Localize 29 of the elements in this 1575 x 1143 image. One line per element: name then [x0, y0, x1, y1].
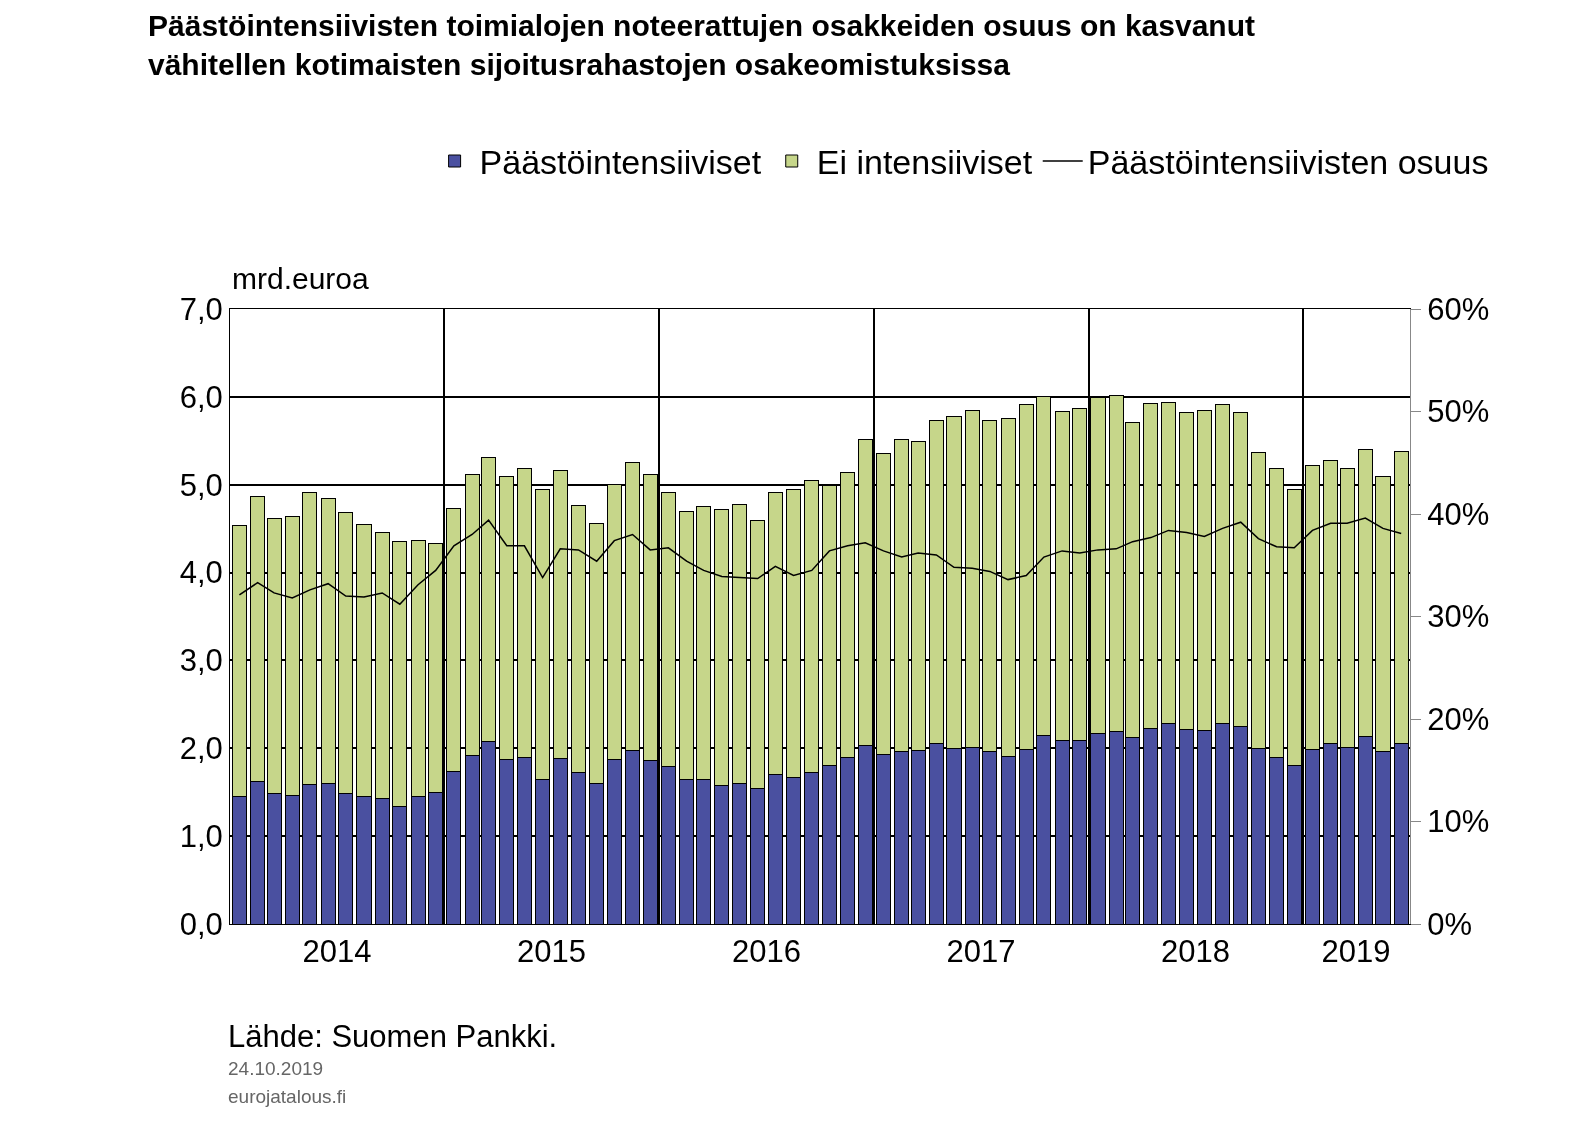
y2-tick-label: 30% — [1427, 599, 1490, 635]
x-tick-label: 2014 — [302, 934, 372, 970]
chart-title: Päästöintensiivisten toimialojen noteerattujen osakkeiden osuus on kasvanut vähitellen kotimaisten sijoitusrahastojen osakeomistuksissa — [148, 9, 1255, 81]
x-tick-label: 2017 — [946, 934, 1016, 970]
text: 24.10.2019 — [228, 1058, 324, 1079]
y2-tick-label: 40% — [1427, 496, 1490, 532]
y2-tick-label: 0% — [1427, 906, 1473, 942]
x-tick-label: 2016 — [732, 934, 801, 970]
y2-tick-label: 60% — [1427, 291, 1490, 327]
legend-label: Päästöintensiivisten osuus — [1087, 143, 1489, 182]
y-tick-label: 7,0 — [179, 291, 223, 327]
legend-label: Päästöintensiiviset — [479, 143, 762, 182]
legend-label: Ei intensiiviset — [816, 143, 1033, 182]
y-tick-label: 6,0 — [179, 379, 223, 415]
x-tick-label: 2019 — [1321, 934, 1391, 970]
text: eurojatalous.fi — [228, 1086, 347, 1107]
y-tick-label: 2,0 — [179, 731, 223, 767]
y2-tick-label: 10% — [1427, 804, 1490, 840]
y-tick-label: 3,0 — [179, 643, 223, 679]
x-tick-label: 2018 — [1161, 934, 1230, 970]
y-tick-label: 4,0 — [179, 555, 223, 591]
y-tick-label: 1,0 — [179, 818, 223, 854]
text: Lähde: Suomen Pankki. — [228, 1019, 558, 1054]
x-tick-label: 2015 — [516, 934, 586, 970]
y2-tick-label: 20% — [1427, 701, 1490, 737]
y-axis-title: mrd.euroa — [232, 262, 370, 295]
y-tick-label: 5,0 — [179, 467, 223, 503]
y2-tick-label: 50% — [1427, 394, 1490, 430]
y-tick-label: 0,0 — [179, 906, 223, 942]
